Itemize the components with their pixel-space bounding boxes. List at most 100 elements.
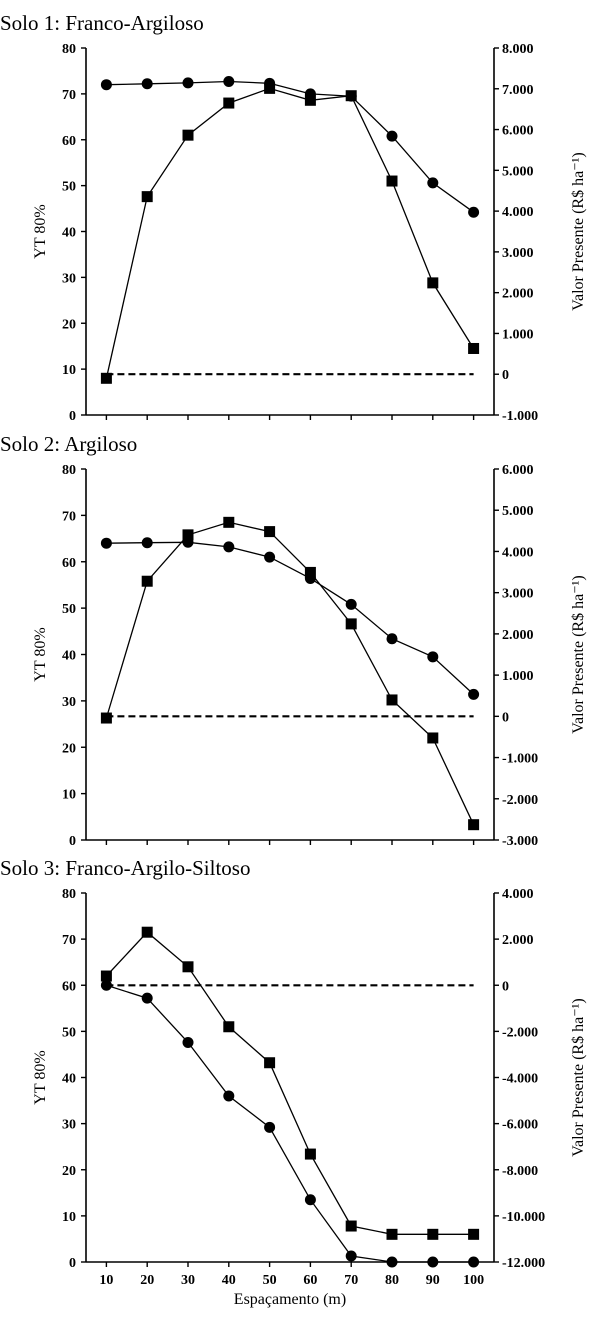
data-point-square bbox=[345, 90, 357, 102]
y2-tick-label: 7.000 bbox=[502, 83, 534, 98]
y2-tick-label: 5.000 bbox=[502, 164, 534, 179]
chart-title: Solo 2: Argiloso bbox=[0, 432, 137, 456]
series-line-circle bbox=[106, 984, 474, 1263]
data-point-square bbox=[386, 1228, 398, 1240]
data-point-square bbox=[223, 97, 235, 109]
x-tick-label: 90 bbox=[426, 1273, 440, 1288]
data-point-square bbox=[427, 732, 439, 744]
data-point-square bbox=[386, 694, 398, 706]
y2-tick-label: -2.000 bbox=[502, 1025, 538, 1040]
y-axis-label: YT 80% bbox=[32, 1050, 49, 1104]
y-tick-label: 60 bbox=[62, 979, 76, 994]
x-tick-label: 100 bbox=[463, 1273, 484, 1288]
y2-tick-label: -10.000 bbox=[502, 1210, 545, 1225]
y2-tick-label: -6.000 bbox=[502, 1118, 538, 1133]
data-point-circle bbox=[468, 206, 480, 218]
y-tick-label: 40 bbox=[62, 226, 76, 241]
data-point-square bbox=[141, 926, 153, 938]
y-tick-label: 60 bbox=[62, 134, 76, 149]
y-tick-label: 50 bbox=[62, 602, 76, 617]
data-point-square bbox=[182, 961, 194, 973]
data-point-square bbox=[264, 1057, 276, 1069]
y2-tick-label: 2.000 bbox=[502, 628, 534, 643]
y-tick-label: 20 bbox=[62, 317, 76, 332]
y-tick-label: 80 bbox=[62, 463, 76, 478]
data-point-square bbox=[427, 1228, 439, 1240]
y2-tick-label: -1.000 bbox=[502, 409, 538, 424]
chart-title: Solo 1: Franco-Argiloso bbox=[0, 11, 204, 35]
y-tick-label: 50 bbox=[62, 180, 76, 195]
y2-tick-label: -12.000 bbox=[502, 1256, 545, 1271]
data-point-circle bbox=[141, 537, 153, 549]
y-tick-label: 70 bbox=[62, 88, 76, 103]
series-line-square bbox=[105, 521, 475, 825]
data-point-square bbox=[345, 1220, 357, 1232]
data-point-square bbox=[345, 618, 357, 630]
y-tick-label: 10 bbox=[62, 1210, 76, 1225]
y-tick-label: 30 bbox=[62, 271, 76, 286]
data-point-circle bbox=[386, 633, 398, 645]
y2-tick-label: 5.000 bbox=[502, 504, 534, 519]
y2-tick-label: 0 bbox=[502, 710, 509, 725]
data-point-circle bbox=[345, 1250, 357, 1262]
series-line-circle bbox=[106, 80, 474, 213]
series-line-square bbox=[105, 931, 474, 1235]
data-point-circle bbox=[386, 1256, 398, 1268]
y2-tick-label: -2.000 bbox=[502, 793, 538, 808]
y-tick-label: 70 bbox=[62, 509, 76, 524]
y-tick-label: 70 bbox=[62, 933, 76, 948]
data-point-square bbox=[468, 819, 480, 831]
data-point-square bbox=[100, 372, 112, 384]
y2-tick-label: 6.000 bbox=[502, 463, 534, 478]
series-line-square bbox=[105, 87, 475, 379]
y-tick-label: 50 bbox=[62, 1025, 76, 1040]
data-point-square bbox=[304, 94, 316, 106]
y2-tick-label: -4.000 bbox=[502, 1072, 538, 1087]
y-tick-label: 60 bbox=[62, 556, 76, 571]
y-axis-label: YT 80% bbox=[32, 204, 49, 258]
y2-tick-label: 8.000 bbox=[502, 42, 534, 57]
data-point-circle bbox=[264, 1121, 276, 1133]
data-point-circle bbox=[427, 1256, 439, 1268]
data-point-square bbox=[304, 1148, 316, 1160]
y2-tick-label: 0 bbox=[502, 368, 509, 383]
y2-tick-label: 1.000 bbox=[502, 669, 534, 684]
y2-tick-label: 4.000 bbox=[502, 205, 534, 220]
data-point-circle bbox=[223, 75, 235, 87]
y-tick-label: 10 bbox=[62, 363, 76, 378]
y2-tick-label: 1.000 bbox=[502, 327, 534, 342]
data-point-circle bbox=[182, 77, 194, 89]
data-point-circle bbox=[100, 537, 112, 549]
data-point-circle bbox=[141, 992, 153, 1004]
data-point-circle bbox=[182, 1036, 194, 1048]
data-point-square bbox=[427, 277, 439, 289]
data-point-square bbox=[468, 342, 480, 354]
y-tick-label: 30 bbox=[62, 695, 76, 710]
data-point-square bbox=[182, 529, 194, 541]
x-tick-label: 30 bbox=[181, 1273, 195, 1288]
y2-tick-label: 3.000 bbox=[502, 246, 534, 261]
series-line-circle bbox=[106, 541, 475, 695]
chart-panel-1: Solo 1: Franco-Argiloso 0 10 20 30 40 50 60 70 80… bbox=[0, 11, 587, 424]
y-tick-label: 10 bbox=[62, 788, 76, 803]
chart-panel-2: Solo 2: Argiloso 0 10 20 30 40 50 60 70 80 -3.000 -… bbox=[0, 432, 587, 849]
data-point-square bbox=[468, 1228, 480, 1240]
data-point-square bbox=[141, 575, 153, 587]
y-tick-label: 0 bbox=[69, 834, 76, 849]
y2-axis-label: Valor Presente (R$ ha⁻¹) bbox=[570, 575, 587, 734]
data-point-circle bbox=[264, 551, 276, 563]
data-point-square bbox=[304, 566, 316, 578]
y2-axis-label: Valor Presente (R$ ha⁻¹) bbox=[570, 152, 587, 311]
x-tick-label: 60 bbox=[303, 1273, 317, 1288]
y-tick-label: 40 bbox=[62, 649, 76, 664]
data-point-square bbox=[264, 82, 276, 94]
data-point-circle bbox=[386, 130, 398, 142]
data-point-circle bbox=[304, 1194, 316, 1206]
chart-panel-3: Solo 3: Franco-Argilo-Siltoso 0 10 20 30 40 50… bbox=[0, 856, 587, 1308]
x-tick-label: 10 bbox=[99, 1273, 113, 1288]
y-tick-label: 0 bbox=[69, 1256, 76, 1271]
y-tick-label: 0 bbox=[69, 409, 76, 424]
data-point-square bbox=[223, 516, 235, 528]
x-tick-label: 50 bbox=[263, 1273, 277, 1288]
data-point-square bbox=[386, 175, 398, 187]
